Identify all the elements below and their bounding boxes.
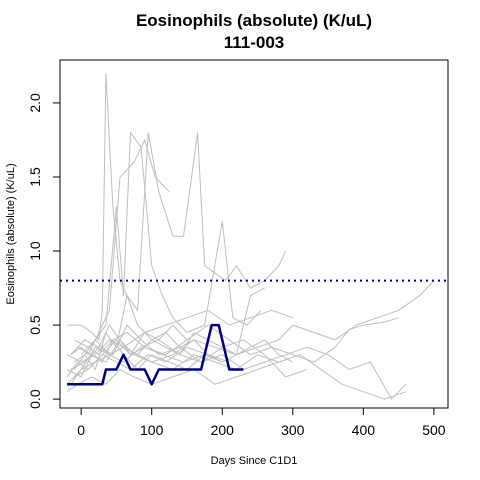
y-axis: 0.0 0.5 1.0 1.5 2.0 bbox=[27, 93, 61, 409]
background-series-line-15 bbox=[66, 354, 406, 400]
background-series-line-14 bbox=[73, 331, 205, 363]
x-tick-label: 200 bbox=[211, 422, 235, 438]
y-axis-label: Eosinophils (absolute) (K/uL) bbox=[5, 163, 17, 304]
background-series-line-16 bbox=[80, 331, 294, 363]
x-axis: 0 100 200 300 400 500 bbox=[77, 407, 446, 438]
y-tick-label: 0.5 bbox=[27, 315, 43, 335]
background-series-line-10 bbox=[73, 287, 265, 371]
y-tick-label: 1.5 bbox=[27, 167, 43, 187]
chart-subtitle: 111-003 bbox=[224, 33, 285, 52]
x-tick-label: 500 bbox=[422, 422, 446, 438]
background-series-line-6 bbox=[73, 317, 399, 378]
background-series-line-13 bbox=[70, 339, 308, 385]
background-series-line-11 bbox=[77, 339, 279, 371]
y-tick-label: 1.0 bbox=[27, 241, 43, 261]
y-tick-label: 0.0 bbox=[27, 389, 43, 409]
background-series-line-1 bbox=[67, 73, 287, 342]
y-tick-label: 2.0 bbox=[27, 93, 43, 113]
x-tick-label: 400 bbox=[352, 422, 376, 438]
x-tick-label: 100 bbox=[140, 422, 164, 438]
x-axis-label: Days Since C1D1 bbox=[211, 455, 298, 467]
background-series-line-5 bbox=[70, 324, 407, 400]
background-series-group bbox=[66, 73, 435, 400]
highlight-series-line bbox=[67, 323, 244, 386]
chart-title: Eosinophils (absolute) (K/uL) bbox=[136, 11, 372, 30]
highlight-series-group bbox=[67, 323, 244, 386]
background-series-line-12 bbox=[66, 338, 223, 378]
background-series-line-2 bbox=[73, 131, 262, 370]
x-tick-label: 0 bbox=[77, 422, 85, 438]
x-tick-label: 300 bbox=[281, 422, 305, 438]
